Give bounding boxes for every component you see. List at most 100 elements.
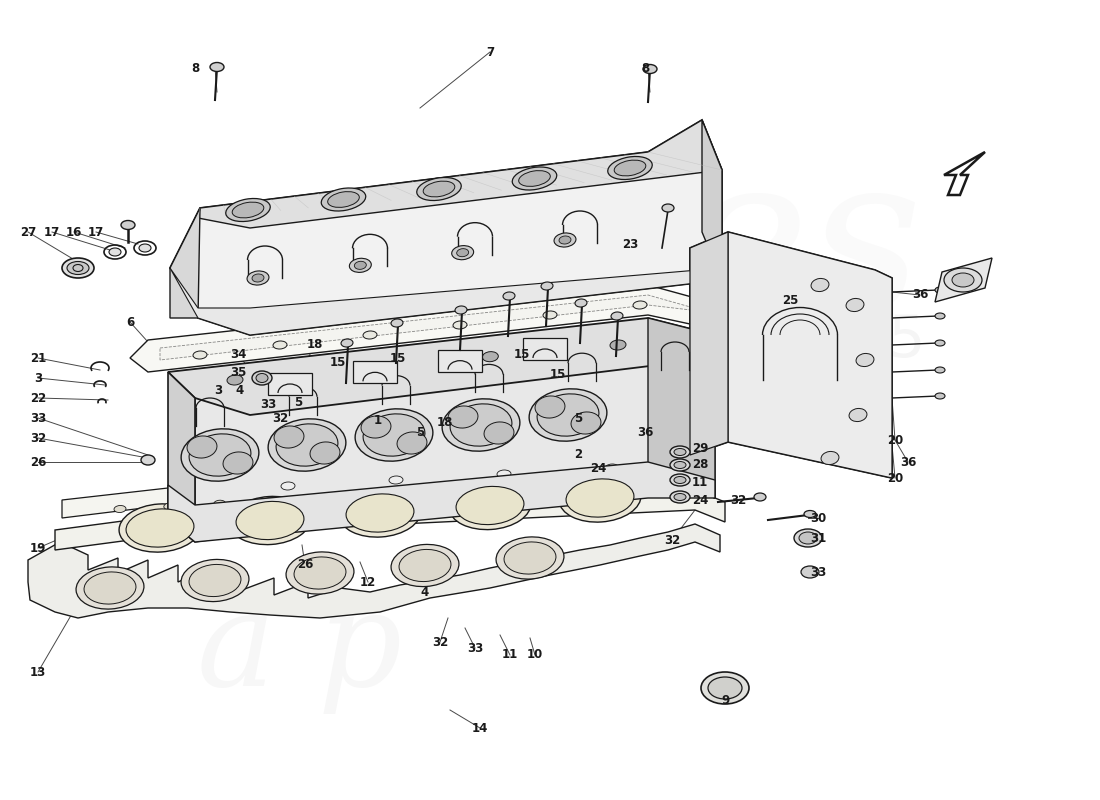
Ellipse shape bbox=[670, 474, 690, 486]
Ellipse shape bbox=[442, 399, 520, 451]
Ellipse shape bbox=[610, 340, 626, 350]
Ellipse shape bbox=[397, 432, 427, 454]
Polygon shape bbox=[55, 490, 725, 550]
Text: 23: 23 bbox=[621, 238, 638, 251]
Ellipse shape bbox=[256, 374, 268, 382]
Ellipse shape bbox=[350, 258, 372, 272]
Text: 28: 28 bbox=[692, 458, 708, 471]
Text: 1: 1 bbox=[374, 414, 382, 426]
Ellipse shape bbox=[559, 474, 641, 522]
Ellipse shape bbox=[314, 495, 326, 502]
Ellipse shape bbox=[674, 462, 686, 469]
Text: 11: 11 bbox=[692, 475, 708, 489]
Text: 17: 17 bbox=[88, 226, 104, 238]
Polygon shape bbox=[935, 258, 992, 302]
Ellipse shape bbox=[456, 249, 469, 257]
Ellipse shape bbox=[670, 446, 690, 458]
Ellipse shape bbox=[164, 503, 176, 510]
Ellipse shape bbox=[182, 559, 249, 602]
Text: 12: 12 bbox=[360, 575, 376, 589]
Text: 19: 19 bbox=[30, 542, 46, 554]
Ellipse shape bbox=[321, 188, 365, 211]
Ellipse shape bbox=[450, 404, 512, 446]
Text: 15: 15 bbox=[389, 351, 406, 365]
Ellipse shape bbox=[670, 491, 690, 503]
Ellipse shape bbox=[504, 542, 556, 574]
Ellipse shape bbox=[363, 492, 375, 499]
Ellipse shape bbox=[674, 494, 686, 501]
Ellipse shape bbox=[192, 351, 207, 359]
Ellipse shape bbox=[497, 470, 512, 478]
Polygon shape bbox=[170, 268, 722, 335]
Ellipse shape bbox=[424, 181, 454, 197]
Ellipse shape bbox=[213, 500, 226, 507]
Text: 4: 4 bbox=[421, 586, 429, 598]
Ellipse shape bbox=[328, 192, 360, 207]
Ellipse shape bbox=[632, 301, 647, 309]
Ellipse shape bbox=[109, 248, 121, 256]
Ellipse shape bbox=[248, 271, 270, 285]
Text: 32: 32 bbox=[432, 635, 448, 649]
Ellipse shape bbox=[856, 354, 875, 366]
Ellipse shape bbox=[554, 233, 576, 247]
Ellipse shape bbox=[674, 477, 686, 483]
Text: e: e bbox=[490, 272, 670, 568]
Ellipse shape bbox=[519, 170, 550, 186]
Ellipse shape bbox=[341, 339, 353, 347]
Ellipse shape bbox=[268, 419, 345, 471]
Ellipse shape bbox=[226, 198, 271, 222]
Ellipse shape bbox=[571, 412, 601, 434]
Ellipse shape bbox=[575, 299, 587, 307]
Polygon shape bbox=[438, 350, 482, 372]
Text: 21: 21 bbox=[30, 351, 46, 365]
Ellipse shape bbox=[189, 565, 241, 597]
Text: 3: 3 bbox=[34, 371, 42, 385]
Polygon shape bbox=[522, 338, 566, 360]
Polygon shape bbox=[690, 232, 892, 478]
Ellipse shape bbox=[674, 449, 686, 455]
Ellipse shape bbox=[276, 424, 338, 466]
Text: 5: 5 bbox=[416, 426, 425, 438]
Text: 15: 15 bbox=[550, 369, 566, 382]
Text: 36: 36 bbox=[637, 426, 653, 438]
Ellipse shape bbox=[952, 273, 974, 287]
Ellipse shape bbox=[232, 202, 264, 218]
Polygon shape bbox=[690, 232, 728, 455]
Text: 26: 26 bbox=[297, 558, 313, 571]
Text: 16: 16 bbox=[66, 226, 82, 238]
Ellipse shape bbox=[273, 341, 287, 349]
Text: 24: 24 bbox=[590, 462, 606, 474]
Text: 10: 10 bbox=[527, 649, 543, 662]
Ellipse shape bbox=[339, 489, 421, 537]
Polygon shape bbox=[170, 208, 200, 318]
Ellipse shape bbox=[76, 567, 144, 609]
Ellipse shape bbox=[503, 292, 515, 300]
Polygon shape bbox=[168, 372, 195, 542]
Ellipse shape bbox=[613, 479, 624, 486]
Ellipse shape bbox=[286, 552, 354, 594]
Text: 18: 18 bbox=[437, 415, 453, 429]
Ellipse shape bbox=[484, 422, 514, 444]
Ellipse shape bbox=[754, 493, 766, 501]
Ellipse shape bbox=[354, 262, 366, 270]
Text: 17: 17 bbox=[44, 226, 60, 238]
Ellipse shape bbox=[114, 506, 126, 513]
Ellipse shape bbox=[456, 486, 524, 525]
Ellipse shape bbox=[821, 451, 839, 465]
Text: 13: 13 bbox=[30, 666, 46, 678]
Text: 4: 4 bbox=[235, 383, 244, 397]
Ellipse shape bbox=[392, 545, 459, 586]
Ellipse shape bbox=[62, 258, 94, 278]
Text: 5: 5 bbox=[294, 397, 302, 410]
Ellipse shape bbox=[363, 414, 425, 456]
Text: 15: 15 bbox=[514, 349, 530, 362]
Polygon shape bbox=[195, 342, 715, 542]
Ellipse shape bbox=[354, 363, 371, 374]
Text: 6: 6 bbox=[125, 315, 134, 329]
Text: 8: 8 bbox=[641, 62, 649, 74]
Polygon shape bbox=[728, 232, 892, 478]
Text: 36: 36 bbox=[912, 289, 928, 302]
Ellipse shape bbox=[452, 246, 474, 260]
Ellipse shape bbox=[223, 452, 253, 474]
Text: 32: 32 bbox=[664, 534, 680, 546]
